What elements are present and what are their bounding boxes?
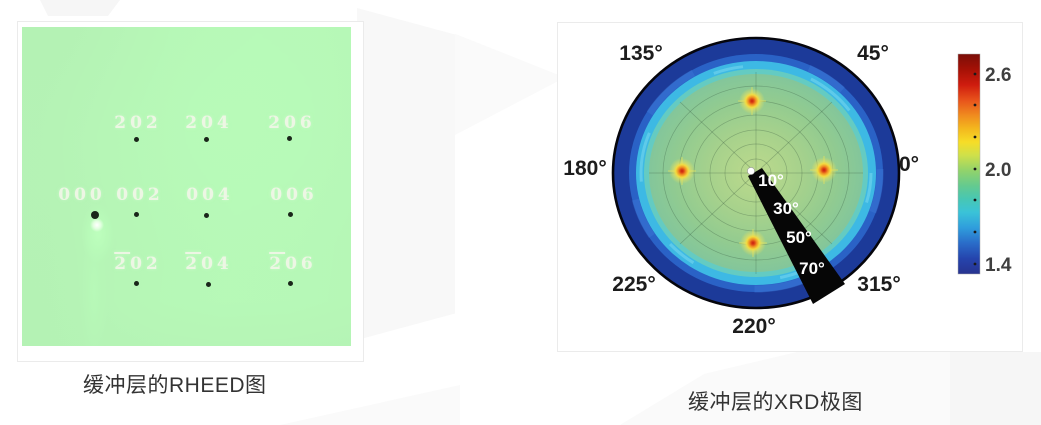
rheed-label-202: 202 — [114, 113, 162, 133]
colorbar-tick-1.4: 1.4 — [985, 255, 1012, 276]
diffraction-spot — [204, 137, 209, 142]
radial-label-70: 70° — [799, 259, 825, 278]
rheed-label-bar202: 202 — [114, 254, 162, 274]
rheed-label-206: 206 — [268, 113, 316, 133]
diffraction-spot — [204, 213, 209, 218]
azimuth-label-225: 225° — [612, 273, 655, 296]
radial-label-30: 30° — [773, 199, 799, 218]
rheed-label-004: 004 — [186, 185, 234, 205]
beam-stop-wedge — [748, 168, 845, 304]
rheed-label-006: 006 — [270, 185, 318, 205]
diffraction-spot — [288, 281, 293, 286]
rheed-label-bar204: 204 — [185, 254, 233, 274]
diffraction-spot — [134, 137, 139, 142]
radial-label-50: 50° — [786, 228, 812, 247]
azimuth-label-45: 45° — [857, 42, 889, 65]
center-marker — [747, 167, 755, 175]
diffraction-spot — [206, 282, 211, 287]
diffraction-spot — [287, 136, 292, 141]
colorbar: 2.6 2.0 1.4 — [957, 53, 1012, 276]
azimuth-label-315: 315° — [857, 273, 900, 296]
pole-caption: 缓冲层的XRD极图 — [688, 391, 863, 414]
rheed-figure: 202 204 206 000 002 004 006 202 204 — [17, 21, 364, 425]
rheed-label-204: 204 — [185, 113, 233, 133]
rheed-label-002: 002 — [116, 185, 164, 205]
pole-frame: 10° 30° 50° 70° 135° 45° 180° 0° 225° 31… — [557, 22, 1023, 352]
rheed-image: 202 204 206 000 002 004 006 202 204 — [22, 27, 351, 346]
radial-label-10: 10° — [758, 171, 784, 190]
pole-hot-spots — [668, 87, 838, 257]
pole-plot: 10° 30° 50° 70° 135° 45° 180° 0° 225° 31… — [563, 36, 1012, 338]
azimuth-label-220: 220° — [732, 315, 775, 338]
diffraction-spot — [134, 281, 139, 286]
diffraction-spot-specular — [91, 211, 99, 219]
diffraction-spot — [134, 212, 139, 217]
pole-figure: 10° 30° 50° 70° 135° 45° 180° 0° 225° 31… — [557, 22, 1023, 425]
azimuth-label-135: 135° — [619, 42, 662, 65]
colorbar-tick-2.0: 2.0 — [985, 160, 1011, 181]
rheed-frame: 202 204 206 000 002 004 006 202 204 — [17, 21, 364, 362]
azimuth-label-0: 0° — [899, 153, 919, 176]
background-polygon — [455, 33, 565, 135]
colorbar-tick-2.6: 2.6 — [985, 65, 1011, 86]
rheed-label-000: 000 — [58, 185, 106, 205]
diffraction-spot — [288, 212, 293, 217]
rheed-caption: 缓冲层的RHEED图 — [83, 374, 267, 397]
rheed-label-bar206: 206 — [269, 254, 317, 274]
azimuth-label-180: 180° — [563, 157, 606, 180]
background-polygon — [40, 0, 120, 16]
background-polygon — [357, 8, 455, 340]
